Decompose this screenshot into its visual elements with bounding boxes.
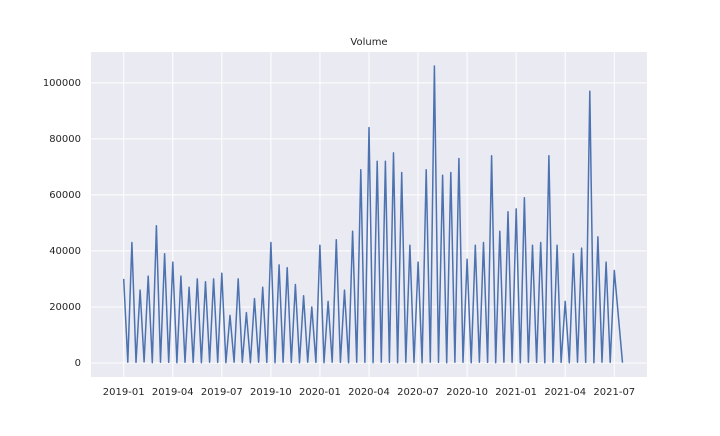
y-tick-label: 80000 — [49, 134, 81, 145]
y-tick-label: 0 — [75, 358, 81, 369]
data-line — [122, 65, 624, 364]
x-tick-label: 2021-04 — [544, 387, 586, 398]
x-tick-label: 2019-07 — [201, 387, 243, 398]
y-tick-label: 20000 — [49, 302, 81, 313]
x-tick-label: 2020-01 — [299, 387, 341, 398]
x-tick-label: 2020-07 — [397, 387, 439, 398]
x-tick-label: 2019-04 — [152, 387, 194, 398]
y-tick-label: 100000 — [43, 78, 81, 89]
x-tick-label: 2020-10 — [446, 387, 488, 398]
x-tick-label: 2019-10 — [250, 387, 292, 398]
x-tick-label: 2019-01 — [103, 387, 145, 398]
x-tick-label: 2021-07 — [593, 387, 635, 398]
y-tick-label: 40000 — [49, 246, 81, 257]
x-tick-label: 2021-01 — [495, 387, 537, 398]
y-tick-label: 60000 — [49, 190, 81, 201]
chart-title: Volume — [350, 37, 387, 48]
x-tick-label: 2020-04 — [348, 387, 390, 398]
